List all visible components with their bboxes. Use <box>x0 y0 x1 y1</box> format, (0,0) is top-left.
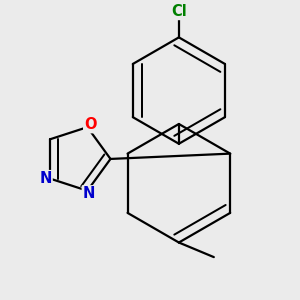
Text: O: O <box>84 117 97 132</box>
Text: Cl: Cl <box>171 4 187 19</box>
Text: N: N <box>83 186 95 201</box>
Text: N: N <box>39 171 52 186</box>
